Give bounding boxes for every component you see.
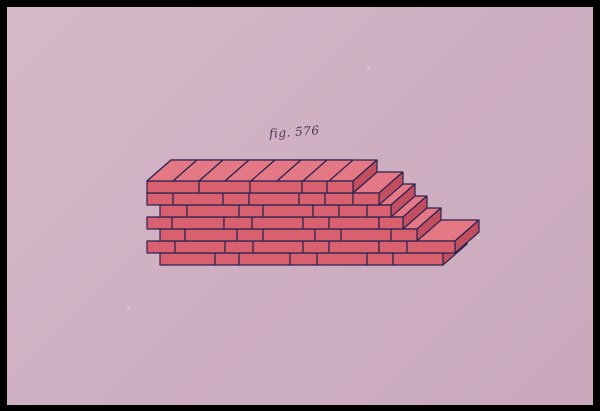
brick-face bbox=[186, 204, 240, 218]
brick-face bbox=[159, 228, 186, 242]
brick-face bbox=[314, 228, 342, 242]
brick-face bbox=[238, 204, 264, 218]
brick-face bbox=[301, 180, 328, 194]
brick-face bbox=[340, 228, 392, 242]
brick-face bbox=[390, 228, 418, 242]
brick-face bbox=[326, 180, 354, 194]
brick-face bbox=[236, 228, 264, 242]
brick-wall-drawing bbox=[146, 159, 480, 266]
brick-face bbox=[223, 216, 253, 230]
brick-face bbox=[214, 252, 240, 266]
brick-face bbox=[352, 192, 380, 206]
brick-face bbox=[262, 204, 314, 218]
brick-face bbox=[184, 228, 238, 242]
brick-face bbox=[406, 240, 456, 254]
brick-face bbox=[174, 240, 226, 254]
dust-speck bbox=[367, 67, 370, 69]
brick-face bbox=[159, 204, 188, 218]
slide-paper: fig. 576 bbox=[7, 7, 593, 405]
brick-face bbox=[222, 192, 250, 206]
brick-face bbox=[316, 252, 368, 266]
brick-face bbox=[146, 240, 176, 254]
brick-face bbox=[262, 228, 316, 242]
brick-face bbox=[172, 192, 224, 206]
brick-face bbox=[378, 240, 408, 254]
brick-face bbox=[298, 192, 326, 206]
brick-face bbox=[328, 240, 380, 254]
brick-face bbox=[146, 192, 174, 206]
brick-face bbox=[324, 192, 354, 206]
brick-face bbox=[312, 204, 340, 218]
brick-face bbox=[252, 240, 304, 254]
brick-face bbox=[248, 192, 300, 206]
brick-face bbox=[238, 252, 291, 266]
header-brick-top bbox=[302, 159, 354, 182]
brick-face bbox=[378, 216, 404, 230]
dust-speck bbox=[127, 307, 130, 309]
brick-face bbox=[338, 204, 368, 218]
brick-face bbox=[328, 216, 380, 230]
brick-face bbox=[302, 240, 330, 254]
brick-face bbox=[251, 216, 304, 230]
brick-wall bbox=[146, 159, 480, 266]
brick-face bbox=[171, 216, 225, 230]
brick-face bbox=[224, 240, 254, 254]
brick-face bbox=[392, 252, 444, 266]
brick-face bbox=[146, 180, 200, 194]
brick-face bbox=[159, 252, 216, 266]
dust-speck bbox=[477, 237, 480, 239]
brick-face bbox=[249, 180, 303, 194]
brick-face bbox=[198, 180, 251, 194]
brick-face bbox=[366, 204, 392, 218]
brick-face bbox=[146, 216, 173, 230]
brick-face bbox=[366, 252, 394, 266]
brick-face bbox=[302, 216, 330, 230]
brick-face bbox=[289, 252, 318, 266]
